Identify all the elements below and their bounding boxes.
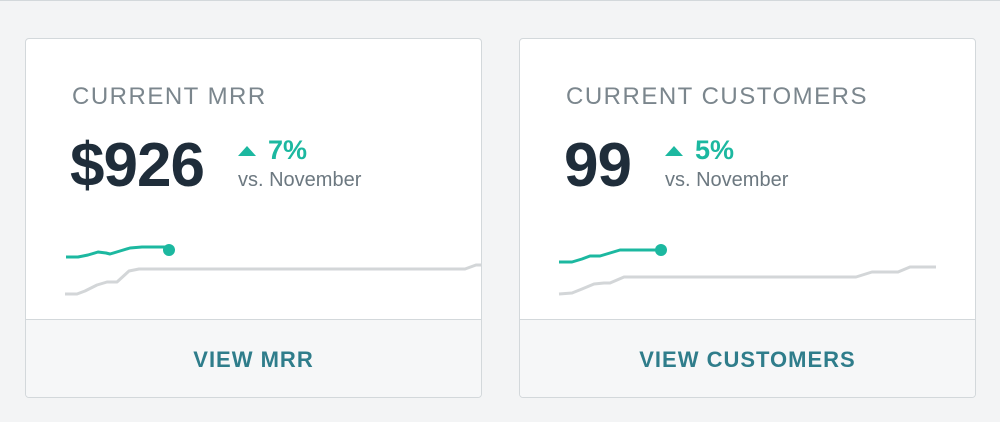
current-value: 99: [564, 131, 632, 200]
current-point-marker: [655, 244, 667, 256]
view-mrr-button[interactable]: VIEW MRR: [26, 319, 481, 397]
sparkline: [65, 244, 481, 296]
current-period-line: [66, 245, 168, 259]
current-point-marker: [163, 244, 175, 256]
change-percent: 5%: [695, 135, 735, 165]
footer-label: VIEW CUSTOMERS: [639, 346, 856, 372]
comparison-label: vs. November: [665, 169, 789, 191]
current-period-line: [559, 248, 660, 264]
mrr-card: CURRENT MRR $926 7% vs. November VIEW MR…: [25, 38, 482, 398]
card-title: CURRENT MRR: [72, 83, 267, 110]
arrow-up-icon: [238, 146, 256, 156]
previous-period-line: [65, 263, 481, 296]
card-title: CURRENT CUSTOMERS: [566, 83, 868, 110]
comparison-label: vs. November: [238, 169, 362, 191]
sparkline: [558, 244, 936, 296]
view-customers-button[interactable]: VIEW CUSTOMERS: [520, 319, 975, 397]
change-indicator: 7% vs. November: [238, 135, 361, 193]
footer-label: VIEW MRR: [193, 346, 314, 372]
top-divider: [0, 0, 1000, 1]
customers-card: CURRENT CUSTOMERS 99 5% vs. November VIE…: [519, 38, 976, 398]
arrow-up-icon: [665, 146, 683, 156]
change-indicator: 5% vs. November: [665, 135, 788, 193]
current-value: $926: [70, 131, 205, 200]
change-percent: 7%: [268, 135, 308, 165]
previous-period-line: [558, 265, 936, 296]
